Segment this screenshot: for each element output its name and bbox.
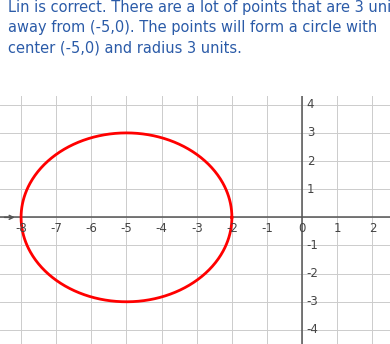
Text: -6: -6 <box>85 223 97 235</box>
Text: 2: 2 <box>307 154 314 168</box>
Text: -1: -1 <box>261 223 273 235</box>
Text: Lin is correct. There are a lot of points that are 3 units
away from (-5,0). The: Lin is correct. There are a lot of point… <box>8 0 390 56</box>
Text: 1: 1 <box>307 183 314 196</box>
Text: 2: 2 <box>369 223 376 235</box>
Text: -4: -4 <box>156 223 168 235</box>
Text: -3: -3 <box>307 295 319 308</box>
Text: 3: 3 <box>307 126 314 139</box>
Text: -3: -3 <box>191 223 203 235</box>
Text: 0: 0 <box>298 223 306 235</box>
Text: -5: -5 <box>121 223 132 235</box>
Text: -7: -7 <box>50 223 62 235</box>
Text: -2: -2 <box>307 267 319 280</box>
Text: 1: 1 <box>333 223 341 235</box>
Text: 4: 4 <box>307 98 314 111</box>
Text: -8: -8 <box>15 223 27 235</box>
Text: -4: -4 <box>307 323 319 336</box>
Text: -2: -2 <box>226 223 238 235</box>
Text: -1: -1 <box>307 239 319 252</box>
